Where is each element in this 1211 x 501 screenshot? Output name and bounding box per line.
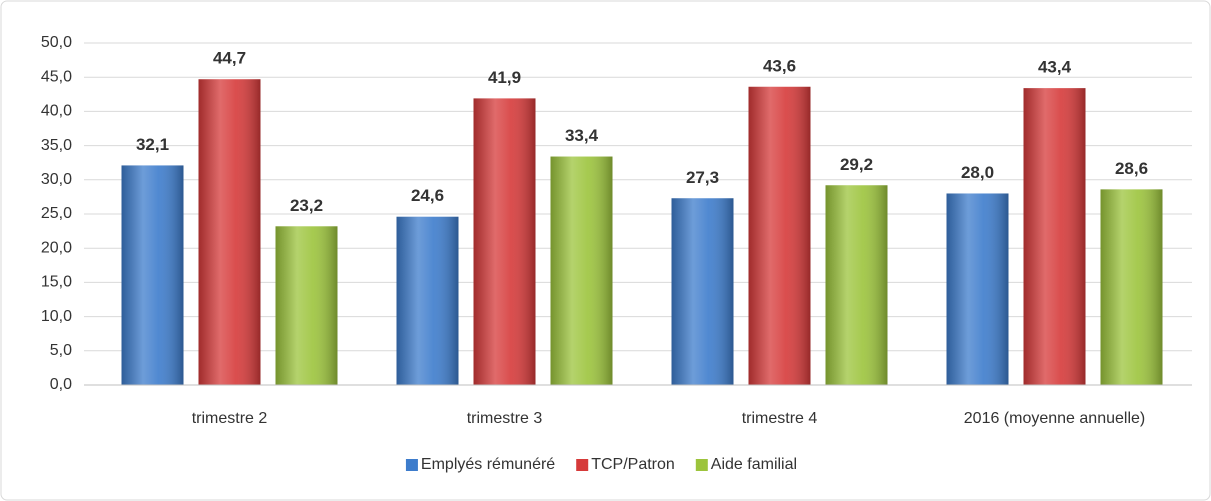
bar — [396, 216, 459, 385]
y-tick-label: 45,0 — [41, 68, 72, 85]
y-tick-label: 30,0 — [41, 171, 72, 188]
y-tick-label: 15,0 — [41, 274, 72, 291]
legend-item: Aide familial — [695, 456, 797, 473]
data-label: 24,6 — [411, 186, 444, 205]
y-tick-label: 25,0 — [41, 205, 72, 222]
bar — [473, 98, 536, 386]
x-tick-label: trimestre 3 — [467, 410, 543, 427]
data-label: 33,4 — [565, 126, 599, 145]
legend-label: Emplyés rémunéré — [421, 456, 555, 473]
y-tick-label: 10,0 — [41, 308, 72, 325]
data-label: 29,2 — [840, 155, 873, 174]
data-label: 44,7 — [213, 49, 246, 68]
data-label: 43,6 — [763, 56, 796, 75]
legend-swatch — [405, 459, 418, 471]
data-label: 28,6 — [1115, 159, 1148, 178]
bar — [550, 156, 613, 385]
bar — [1100, 189, 1163, 385]
x-tick-label: 2016 (moyenne annuelle) — [964, 410, 1145, 427]
bar — [825, 185, 888, 385]
data-label: 23,2 — [290, 196, 323, 215]
y-tick-label: 50,0 — [41, 34, 72, 51]
legend-label: Aide familial — [711, 456, 797, 473]
legend-item: Emplyés rémunéré — [405, 456, 555, 473]
y-tick-label: 5,0 — [50, 342, 72, 359]
data-label: 28,0 — [961, 163, 994, 182]
data-label: 27,3 — [686, 168, 719, 187]
y-tick-label: 35,0 — [41, 137, 72, 154]
bar — [671, 198, 734, 385]
data-label: 32,1 — [136, 135, 169, 154]
bar — [198, 79, 261, 385]
bar — [748, 86, 811, 385]
bar — [1023, 88, 1086, 386]
legend-label: TCP/Patron — [591, 456, 675, 473]
data-label: 41,9 — [488, 68, 521, 87]
x-tick-label: trimestre 2 — [192, 410, 268, 427]
bar — [121, 165, 184, 385]
y-tick-label: 0,0 — [50, 376, 72, 393]
bar — [946, 193, 1009, 385]
x-tick-label: trimestre 4 — [742, 410, 818, 427]
y-tick-label: 20,0 — [41, 239, 72, 256]
legend-swatch — [576, 459, 589, 471]
bar — [275, 226, 338, 385]
y-tick-label: 40,0 — [41, 103, 72, 120]
data-label: 43,4 — [1038, 58, 1072, 77]
legend-item: TCP/Patron — [576, 456, 675, 473]
legend-swatch — [695, 459, 708, 471]
